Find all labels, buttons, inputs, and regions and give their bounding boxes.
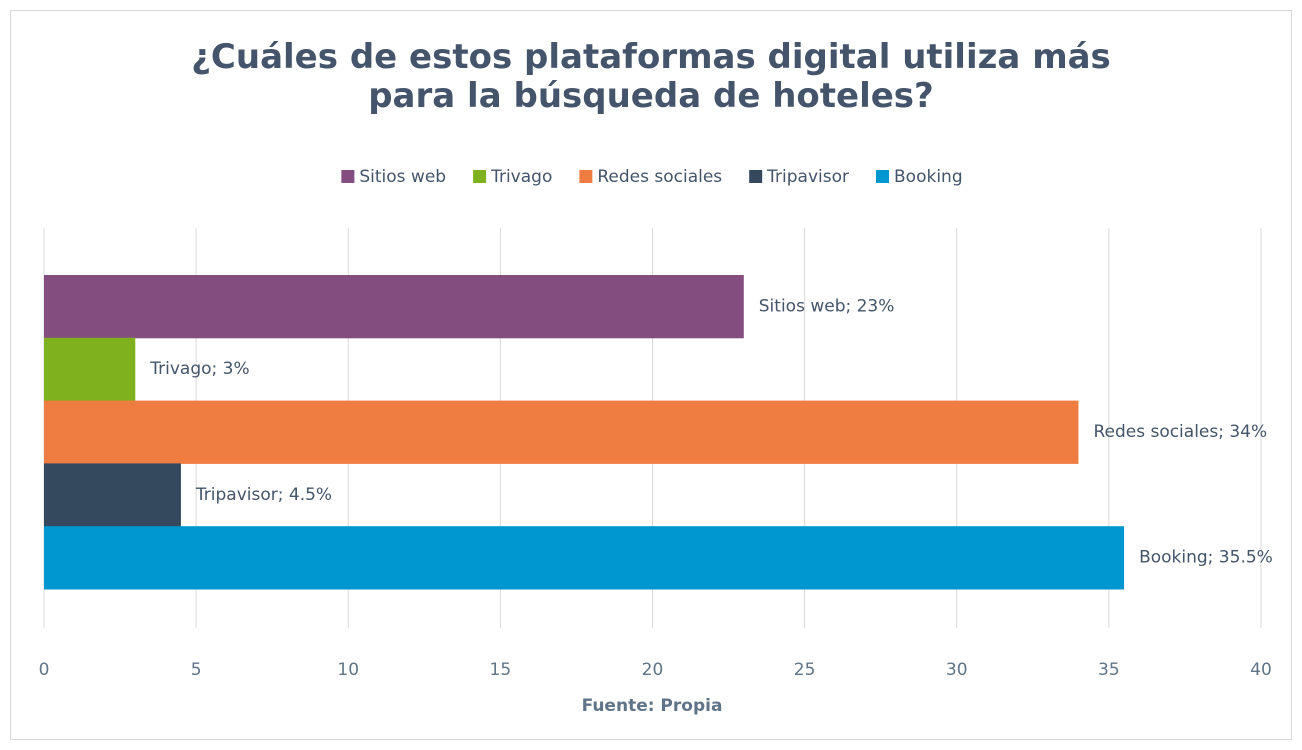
data-label: Trivago; 3% (149, 359, 249, 379)
x-tick-label: 20 (642, 660, 664, 680)
data-label: Sitios web; 23% (759, 296, 895, 316)
data-label: Booking; 35.5% (1139, 548, 1273, 568)
x-tick-label: 40 (1250, 660, 1272, 680)
bar (44, 275, 744, 339)
chart-title: ¿Cuáles de estos plataformas digital uti… (191, 37, 1111, 116)
legend-label: Tripavisor (766, 167, 849, 187)
bar (44, 337, 136, 402)
chart-border (10, 10, 1292, 740)
bar (44, 400, 1079, 464)
legend-label: Redes sociales (597, 167, 722, 187)
x-axis-label: Fuente: Propia (582, 696, 723, 716)
legend-label: Sitios web (359, 167, 446, 187)
x-tick-label: 15 (490, 660, 512, 680)
legend-marker (579, 170, 593, 183)
data-label: Tripavisor; 4.5% (195, 485, 332, 505)
x-tick-label: 10 (337, 660, 359, 680)
legend-marker (749, 170, 763, 183)
legend-label: Trivago (490, 167, 552, 187)
legend-marker (341, 170, 355, 183)
x-tick-label: 5 (191, 660, 202, 680)
x-tick-label: 30 (946, 660, 968, 680)
legend-label: Booking (894, 167, 963, 187)
bar (44, 526, 1125, 590)
x-tick-label: 0 (39, 660, 50, 680)
data-label: Redes sociales; 34% (1093, 422, 1267, 442)
legend-marker (473, 170, 487, 183)
bar (44, 463, 181, 527)
x-tick-label: 35 (1098, 660, 1120, 680)
legend-marker (876, 170, 890, 183)
x-tick-label: 25 (794, 660, 816, 680)
